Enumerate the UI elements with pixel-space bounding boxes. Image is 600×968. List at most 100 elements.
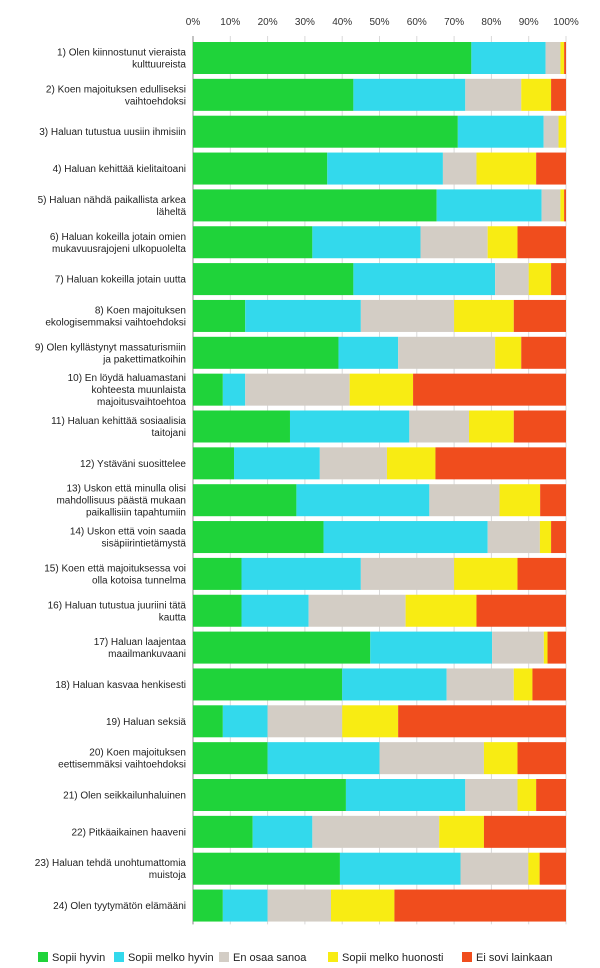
category-label: 14) Uskon että voin saada sisäpiirintietä…	[70, 527, 187, 550]
bar-segment	[267, 889, 332, 922]
category-label-line: 23) Haluan tehdä unohtumattomia	[35, 858, 187, 869]
category-label-line: muistoja	[149, 870, 187, 881]
x-axis-ticks: 0% 10% 20% 30% 40% 50% 60% 70% 80% 90% 100%	[186, 17, 579, 28]
bar-segment	[547, 631, 566, 664]
category-label-line: sisäpiirintietämystä	[102, 539, 187, 550]
category-label-line: kautta	[159, 612, 187, 623]
x-tick-label: 0%	[186, 17, 201, 28]
x-tick-label: 40%	[332, 17, 352, 28]
category-label-line: taitojani	[152, 428, 186, 439]
category-label-line: 12) Ystäväni suosittelee	[80, 459, 186, 470]
bar-segment	[193, 815, 253, 848]
bar-segment	[528, 852, 540, 885]
bar-segment	[252, 815, 313, 848]
category-label-line: 20) Koen majoituksen	[89, 748, 186, 759]
bar-segment	[222, 373, 246, 406]
bar-segment	[469, 410, 514, 443]
legend-label: Sopii melko hyvin	[128, 952, 214, 964]
legend-label: Sopii melko huonosti	[342, 952, 444, 964]
x-tick-label: 80%	[481, 17, 501, 28]
category-label-line: 9) Olen kyllästynyt massaturismiin	[35, 342, 186, 353]
x-tick-label: 10%	[220, 17, 240, 28]
category-label-line: 21) Olen seikkailunhaluinen	[63, 791, 186, 802]
bar-segment	[513, 299, 566, 332]
category-label-line: ekologisemmaksi vaihtoehdoksi	[45, 317, 186, 328]
bar-segment	[564, 189, 566, 222]
bar-segment	[465, 779, 518, 811]
bar-segment	[560, 189, 565, 222]
category-label: 3) Haluan tutustua uusiin ihmisiin	[39, 127, 186, 138]
bar-segment	[517, 226, 566, 259]
bar-segment	[353, 263, 496, 296]
category-label: 19) Haluan seksiä	[106, 717, 186, 728]
bar-segment	[545, 42, 561, 74]
bar-segment	[289, 410, 410, 443]
bar-segment	[193, 742, 268, 775]
bar-segment	[446, 668, 514, 701]
bar-segment	[193, 631, 371, 664]
bar-segment	[460, 852, 529, 885]
bar-segment	[193, 668, 343, 701]
bar-segment	[564, 42, 566, 74]
category-label: 13) Uskon että minulla olisi mahdollisuus…	[56, 484, 186, 519]
bar-segment	[487, 521, 540, 554]
bar-segment	[539, 521, 552, 554]
bar-segment	[193, 152, 328, 185]
bar-segment	[436, 189, 542, 222]
bar-segment	[409, 410, 470, 443]
bar-segment	[465, 78, 522, 111]
bar-segment	[513, 668, 533, 701]
bar-segment	[483, 815, 566, 848]
category-label-line: 7) Haluan kokeilla jotain uutta	[55, 275, 187, 286]
bar-segment	[193, 373, 223, 406]
category-label-line: 3) Haluan tutustua uusiin ihmisiin	[39, 127, 186, 138]
bar-segment	[405, 594, 477, 627]
bar-segment	[193, 78, 354, 111]
category-label: 8) Koen majoituksen ekologisemmaksi vaiht…	[45, 305, 186, 328]
category-labels: 1) Olen kiinnostunut vieraista kulttuurei…	[35, 48, 187, 913]
category-label: 23) Haluan tehdä unohtumattomia muistoja	[35, 858, 187, 881]
bar-segment	[193, 410, 290, 443]
bar-segment	[483, 742, 518, 775]
category-label-line: ja pakettimatkoihin	[102, 354, 186, 365]
bar-segment	[521, 336, 566, 369]
bar-segment	[360, 299, 455, 332]
category-label-line: 15) Koen että majoituksessa voi	[44, 563, 186, 574]
category-label-line: kohteesta muunlaista	[91, 385, 186, 396]
bar-segment	[457, 115, 544, 148]
x-tick-label: 90%	[519, 17, 539, 28]
category-label-line: 8) Koen majoituksen	[95, 305, 186, 316]
category-label: 6) Haluan kokeilla jotain omien mukavuusr…	[50, 232, 187, 255]
bar-segment	[193, 594, 242, 627]
category-label-line: 22) Pitkäaikainen haaveni	[71, 827, 186, 838]
bar-segment	[528, 263, 552, 296]
bar-segment	[327, 152, 443, 185]
category-label-line: 4) Haluan kehittää kielitaitoani	[53, 164, 186, 175]
bar-segment	[342, 705, 399, 738]
bar-segment	[193, 779, 346, 811]
bar-segment	[413, 373, 566, 406]
bar-segment	[193, 42, 472, 74]
bar-segment	[536, 779, 566, 811]
category-label-line: läheltä	[157, 207, 187, 218]
category-label-line: olla kotoisa tunnelma	[92, 575, 186, 586]
category-label-line: 11) Haluan kehittää sosiaalisia	[51, 416, 186, 427]
category-label: 7) Haluan kokeilla jotain uutta	[55, 275, 187, 286]
bar-segment	[323, 521, 488, 554]
category-label-line: kulttuureista	[132, 60, 186, 71]
bar-segment	[442, 152, 477, 185]
bar-segment	[193, 263, 354, 296]
category-label-line: 17) Haluan laajentaa	[94, 637, 187, 648]
category-label-line: 13) Uskon että minulla olisi	[67, 484, 187, 495]
bar-segment	[193, 447, 235, 480]
bar-segment	[222, 705, 268, 738]
legend-swatch	[328, 952, 338, 962]
category-label: 9) Olen kyllästynyt massaturismiin ja pak…	[35, 342, 186, 365]
bar-segment	[551, 521, 566, 554]
bar-segment	[312, 815, 440, 848]
category-label-line: 18) Haluan kasvaa henkisesti	[55, 680, 186, 691]
bar-segment	[342, 668, 447, 701]
bar-segment	[471, 42, 546, 74]
bar-segment	[193, 299, 246, 332]
category-label-line: 6) Haluan kokeilla jotain omien	[50, 232, 186, 243]
